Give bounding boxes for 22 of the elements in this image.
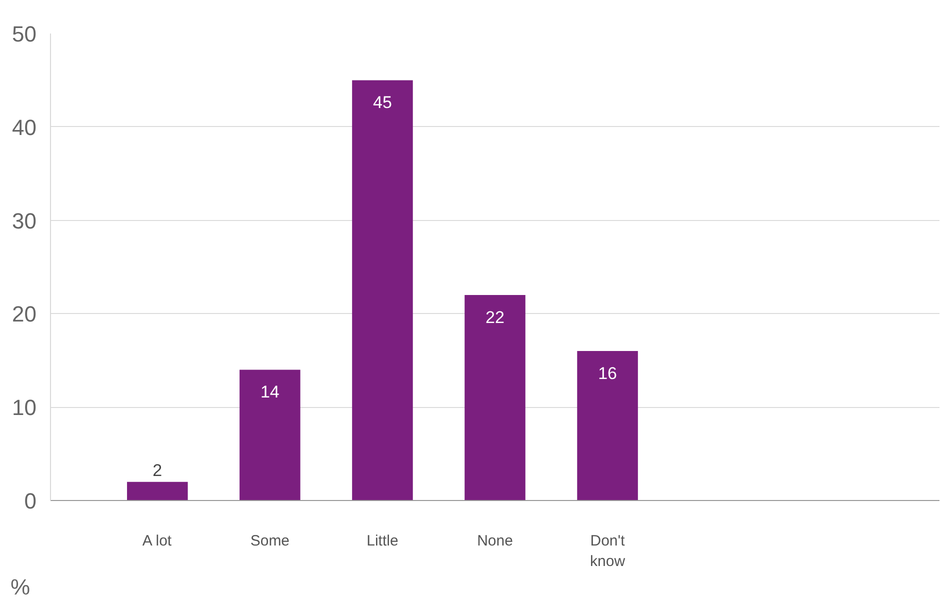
y-tick-label: 50 xyxy=(12,22,37,46)
data-label: 16 xyxy=(598,364,617,384)
data-label: 2 xyxy=(152,460,162,480)
y-axis-title: % xyxy=(10,574,30,599)
data-label: 45 xyxy=(373,93,392,112)
x-tick-label: None xyxy=(477,532,513,550)
y-tick-label: 20 xyxy=(12,302,37,327)
bar xyxy=(577,351,638,500)
y-tick-label: 40 xyxy=(12,114,37,140)
data-label: 14 xyxy=(260,382,280,402)
bar xyxy=(240,370,300,500)
bar xyxy=(127,482,188,500)
x-tick-label: Some xyxy=(250,532,290,550)
bar xyxy=(352,80,413,500)
y-tick-label: 0 xyxy=(24,488,37,514)
x-tick-label: Don't know xyxy=(590,532,626,570)
bar xyxy=(464,295,526,500)
y-tick-label: 10 xyxy=(12,395,37,420)
x-tick-label: A lot xyxy=(142,532,172,550)
y-tick-label: 30 xyxy=(12,208,37,234)
x-tick-label: Little xyxy=(366,532,398,550)
data-label: 22 xyxy=(486,308,504,328)
